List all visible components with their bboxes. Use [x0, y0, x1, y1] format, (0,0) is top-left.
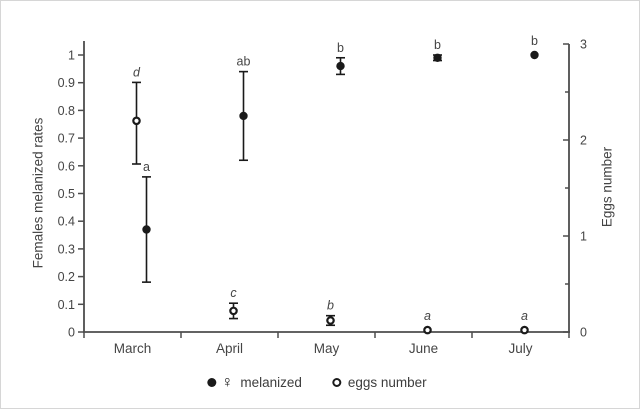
data-point-eggs-number: [229, 306, 238, 316]
x-tick-label-may: May: [314, 341, 340, 356]
left-axis-tick-label: 0.3: [58, 242, 75, 256]
sig-letter-melanized: a: [143, 160, 150, 174]
legend: ♀ melanized eggs number: [207, 374, 427, 391]
filled-circle-icon: [207, 377, 217, 387]
data-point-melanized: [433, 53, 442, 62]
left-axis-tick-label: 1: [68, 49, 75, 63]
left-axis-tick-label: 0.7: [58, 132, 75, 146]
sig-letter-eggs-number: a: [521, 309, 528, 323]
left-axis-tick-label: 0.6: [58, 159, 75, 173]
sig-letter-melanized: b: [337, 41, 344, 55]
open-circle-icon: [331, 377, 341, 387]
legend-item-melanized: ♀ melanized: [207, 374, 302, 391]
right-axis-tick-label: 1: [580, 230, 587, 244]
x-tick-label-july: July: [508, 341, 532, 356]
data-point-melanized: [530, 50, 539, 60]
legend-label-eggs-number: eggs number: [347, 374, 427, 390]
data-point-melanized: [239, 111, 248, 121]
data-point-eggs-number: [520, 325, 529, 335]
x-tick-label-april: April: [216, 341, 243, 356]
sig-letter-melanized: b: [434, 38, 441, 52]
x-tick-label-june: June: [409, 341, 438, 356]
right-axis-title: Eggs number: [599, 146, 615, 228]
left-axis-tick-label: 0.5: [58, 187, 75, 201]
left-axis-tick-label: 0.4: [58, 215, 75, 229]
sig-letter-melanized: b: [531, 34, 538, 48]
data-point-melanized: [142, 225, 151, 234]
left-axis-tick-label: 0.8: [58, 104, 75, 118]
data-point-eggs-number: [423, 325, 432, 335]
legend-label-melanized: melanized: [240, 374, 302, 390]
data-point-melanized: [336, 61, 345, 71]
right-axis-tick-label: 0: [580, 326, 587, 340]
right-axis-tick-label: 3: [580, 38, 587, 52]
left-axis-tick-label: 0.9: [58, 76, 75, 90]
sig-letter-eggs-number: a: [424, 309, 431, 323]
data-point-eggs-number: [132, 116, 141, 126]
female-sign-icon: ♀: [221, 374, 234, 391]
sig-letter-melanized: ab: [237, 55, 251, 69]
left-axis-tick-label: 0: [68, 326, 75, 340]
legend-item-eggs-number: eggs number: [331, 374, 427, 390]
left-axis-tick-label: 0.1: [58, 298, 75, 312]
sig-letter-eggs-number: c: [230, 286, 237, 300]
left-axis-tick-label: 0.2: [58, 270, 75, 284]
sig-letter-eggs-number: b: [327, 299, 334, 313]
left-axis-title: Females melanized rates: [30, 117, 46, 269]
data-point-eggs-number: [326, 316, 335, 325]
sig-letter-eggs-number: d: [133, 65, 141, 79]
x-tick-label-march: March: [114, 341, 152, 356]
right-axis-tick-label: 2: [580, 134, 587, 148]
